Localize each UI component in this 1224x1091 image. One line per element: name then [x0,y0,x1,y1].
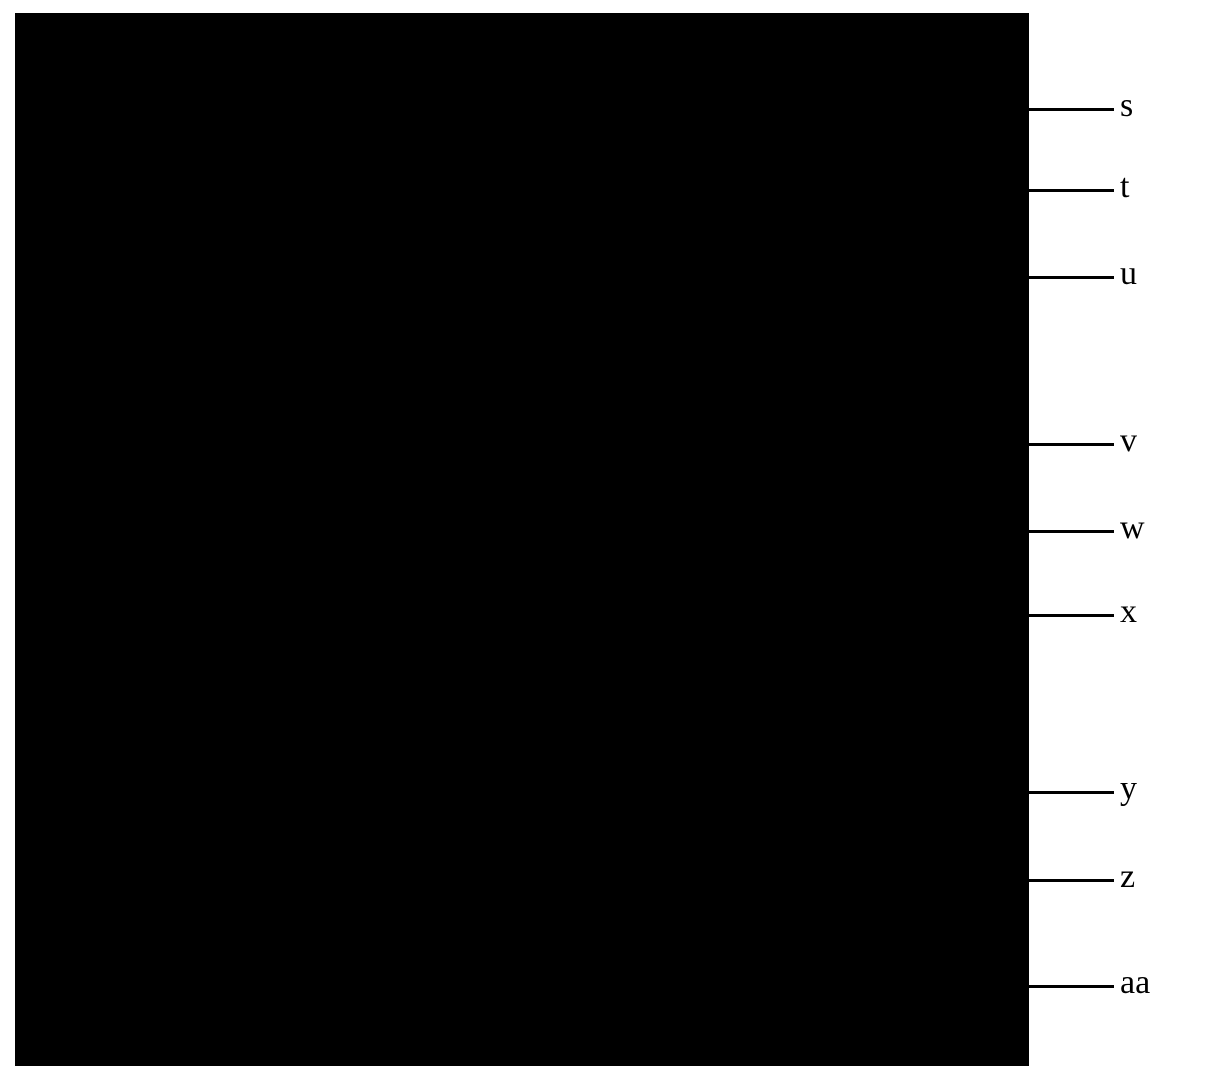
label-s: s [1120,89,1133,123]
label-aa: aa [1120,966,1150,1000]
label-v: v [1120,424,1137,458]
label-w: w [1120,511,1145,545]
label-y: y [1120,772,1137,806]
label-x: x [1120,595,1137,629]
leader-line-t [1029,189,1114,192]
leader-line-x [1029,614,1114,617]
leader-line-w [1029,530,1114,533]
label-u: u [1120,257,1137,291]
leader-line-y [1029,791,1114,794]
leader-line-u [1029,276,1114,279]
dark-panel [15,13,1029,1066]
label-t: t [1120,170,1129,204]
figure-stage: s t u v w x y z aa [0,0,1224,1091]
leader-line-z [1029,879,1114,882]
label-z: z [1120,860,1135,894]
leader-line-s [1029,108,1114,111]
leader-line-v [1029,443,1114,446]
leader-line-aa [1029,985,1114,988]
